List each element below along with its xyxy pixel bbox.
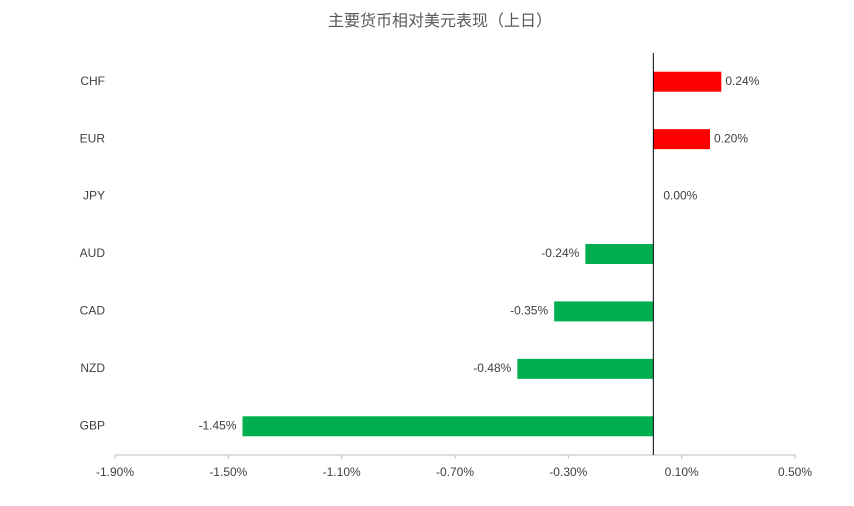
value-label: -0.35% [510, 304, 548, 318]
x-tick-label: -1.10% [323, 465, 361, 479]
value-label: -0.24% [541, 246, 579, 260]
y-tick-label: CAD [80, 304, 106, 318]
x-tick-label: -1.90% [96, 465, 134, 479]
bar [517, 358, 654, 379]
value-label: 0.00% [663, 189, 697, 203]
bar [653, 129, 710, 150]
x-tick-label: 0.10% [665, 465, 699, 479]
y-tick-label: NZD [80, 361, 105, 375]
chart-title: 主要货币相对美元表现（上日） [328, 12, 552, 30]
y-tick-label: CHF [80, 74, 105, 88]
x-tick-label: -1.50% [209, 465, 247, 479]
bar [653, 71, 722, 92]
bar [242, 416, 654, 437]
y-tick-label: JPY [83, 189, 105, 203]
bar [585, 244, 654, 264]
y-tick-label: AUD [80, 246, 106, 260]
x-tick-label: 0.50% [778, 465, 812, 479]
value-label: 0.20% [714, 131, 748, 145]
bar [554, 301, 654, 322]
y-tick-label: GBP [80, 418, 105, 432]
value-label: 0.24% [725, 74, 759, 88]
value-label: -0.48% [473, 361, 511, 375]
x-tick-label: -0.70% [436, 465, 474, 479]
value-label: -1.45% [198, 418, 236, 432]
y-tick-label: EUR [80, 131, 106, 145]
x-tick-label: -0.30% [549, 465, 587, 479]
